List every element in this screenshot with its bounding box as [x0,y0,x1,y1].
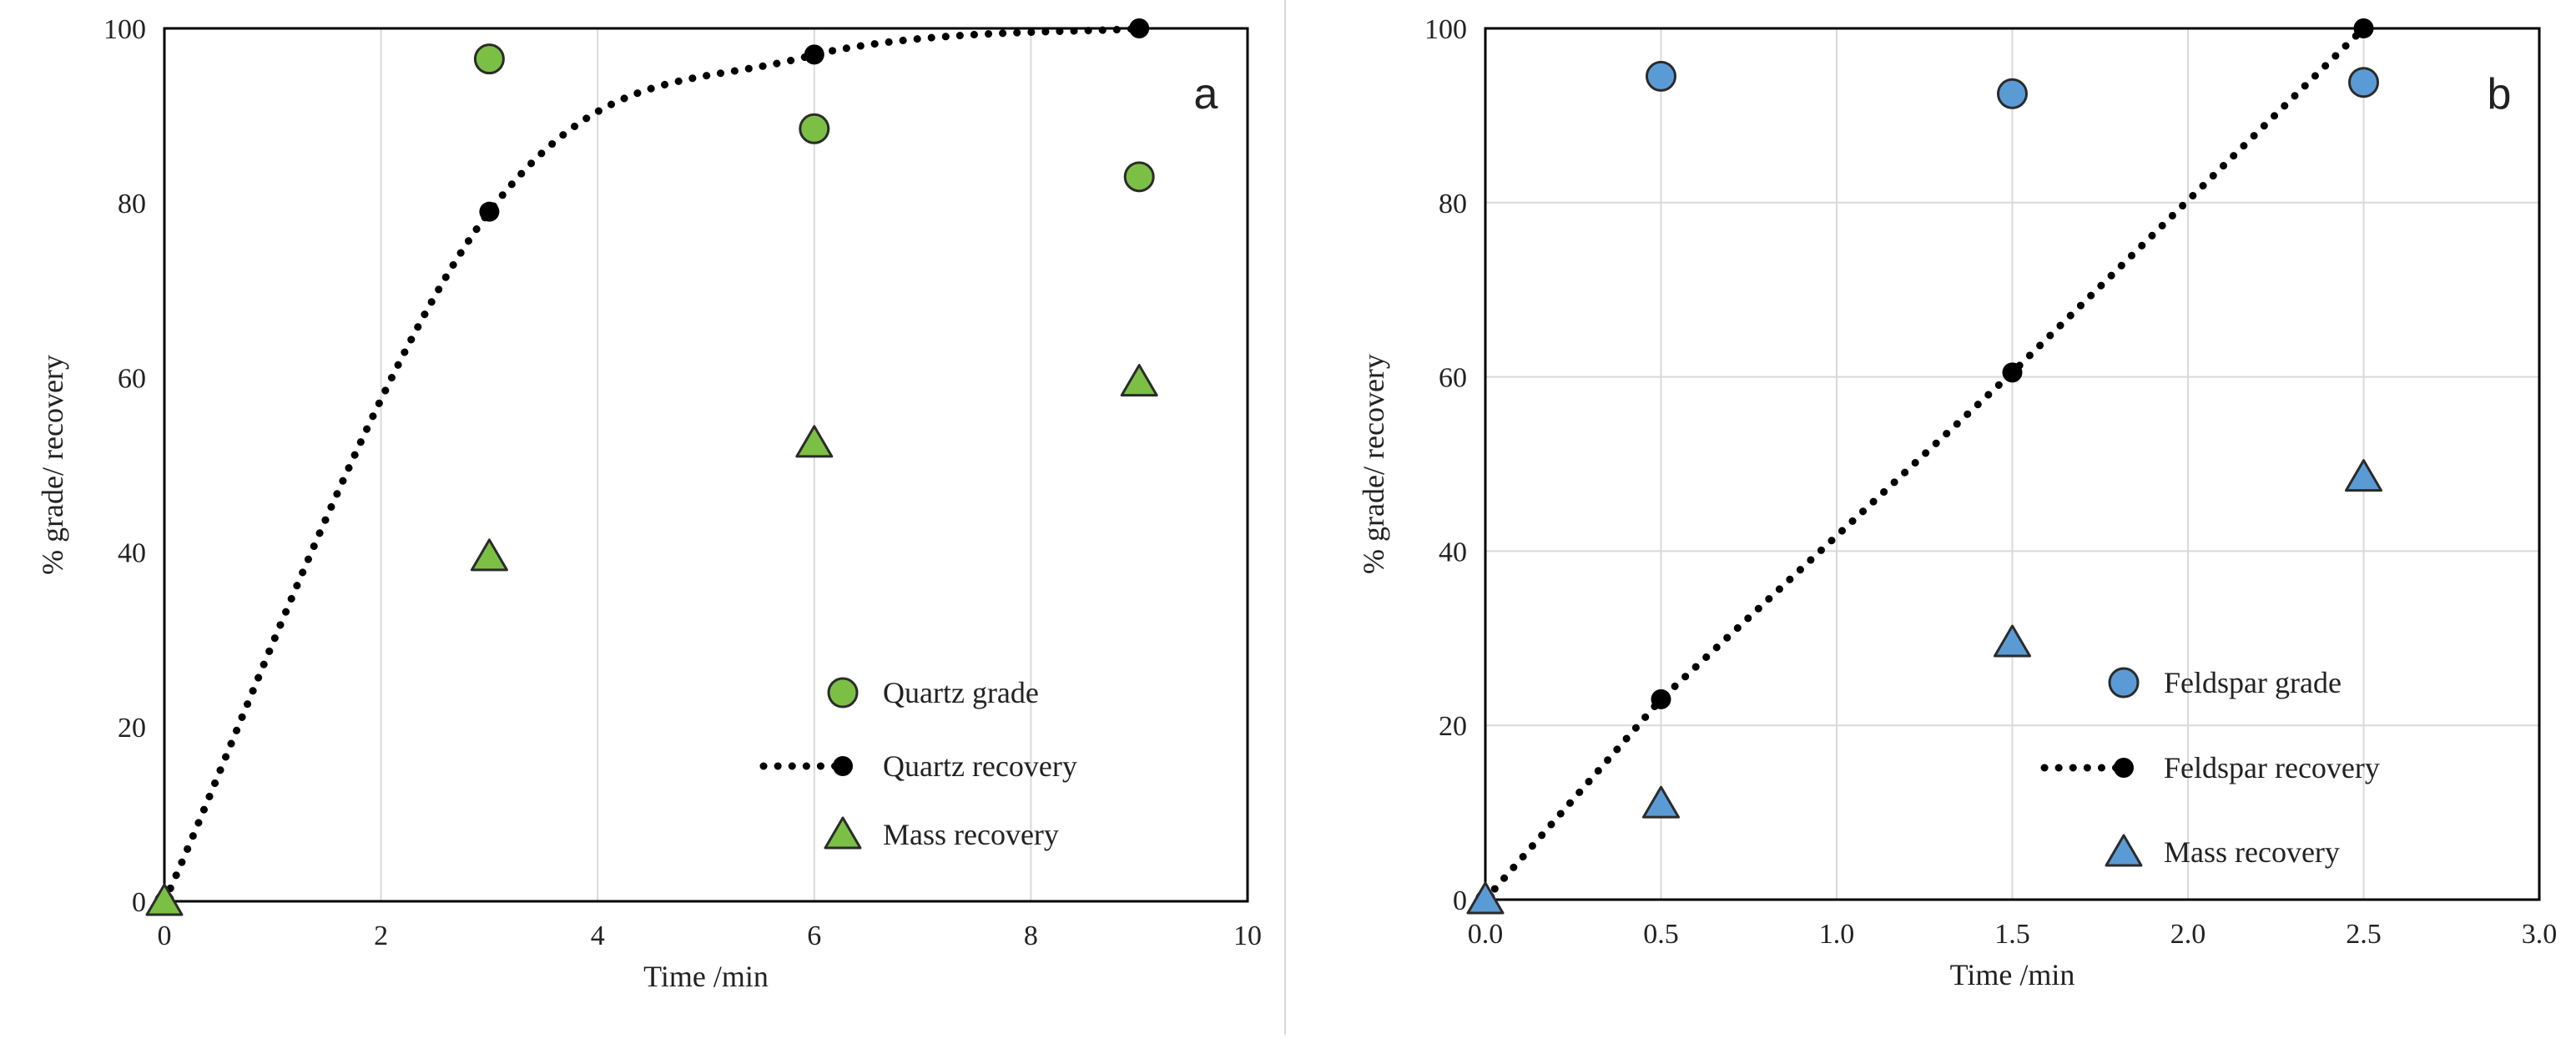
y-tick-label: 100 [1424,14,1467,45]
x-tick-label: 0.0 [1468,919,1504,950]
legend-label: Mass recovery [2164,835,2340,869]
x-tick-label: 0 [158,920,172,951]
y-tick-label: 0 [132,887,146,918]
legend-marker-triangle [824,816,862,850]
chart-panel-b: 0.0 0.5 1.0 1.5 2.0 2.5 3.0 0 20 40 60 80 100 Time /m… [1357,14,2557,991]
data-point-circle [1123,161,1155,193]
legend-label: Quartz grade [883,676,1039,709]
x-axis-title: Time /min [1950,958,2075,991]
legend-marker-circle [827,677,859,709]
data-point-circle [473,43,505,75]
data-point-dot [804,44,824,65]
x-tick-label: 6 [807,920,821,951]
x-tick-label: 1.5 [1994,919,2030,950]
x-tick-label: 2 [374,920,388,951]
legend-marker-triangle [2105,834,2143,867]
x-tick-label: 1.0 [1819,919,1855,950]
legend-label: Mass recovery [883,818,1059,851]
series-quartz-grade [473,43,1155,193]
y-tick-label: 20 [118,713,146,744]
legend-label: Quartz recovery [883,749,1077,783]
data-point-triangle [145,883,184,916]
x-tick-label: 3.0 [2522,919,2558,950]
y-tick-label: 80 [118,189,146,219]
data-point-dot [2353,18,2374,38]
data-point-triangle [1120,364,1158,397]
x-tick-label: 2.5 [2346,919,2382,950]
x-tick-label: 2.0 [2170,919,2206,950]
data-point-triangle [470,538,508,572]
data-point-dot [479,201,500,222]
plot-area-frame [163,27,1249,903]
series-mass-recovery [145,364,1158,916]
legend-marker-dot [833,756,853,776]
legend-marker-circle [2108,667,2140,699]
x-tick-label: 10 [1233,920,1262,951]
y-tick-label: 40 [118,538,146,569]
data-point-triangle [795,425,834,458]
y-tick-label: 60 [118,363,146,394]
x-tick-label: 0.5 [1643,919,1679,950]
series-feldspar-grade [1646,60,2379,109]
y-tick-label: 100 [103,14,146,45]
data-point-circle [2348,67,2379,98]
y-tick-label: 20 [1439,711,1467,742]
data-point-circle [1646,60,1676,92]
data-point-dot [1651,688,1671,709]
y-tick-label: 80 [1439,189,1467,219]
y-tick-label: 60 [1439,363,1467,394]
data-point-dot [2002,362,2023,383]
data-point-triangle [1642,785,1680,819]
legend: Quartz grade Quartz recovery Mass recovery [759,676,1077,851]
data-point-triangle [1994,624,2031,658]
y-axis-title: % grade/ recovery [36,355,69,575]
legend: Feldspar grade Feldspar recovery Mass reco… [2040,666,2380,869]
x-axis-title: Time /min [643,960,769,993]
data-point-triangle [1466,881,1505,915]
x-tick-label: 8 [1024,920,1038,951]
plot-area-frame [1484,27,2541,901]
data-point-triangle [2345,459,2382,492]
data-point-circle [1997,78,2028,109]
series-mass-recovery [1466,459,2382,915]
y-tick-label: 0 [1453,885,1467,916]
data-point-dot [1129,18,1150,38]
data-point-circle [799,113,830,144]
legend-marker-dot [2114,758,2134,778]
panel-letter: a [1194,70,1218,119]
x-tick-label: 4 [591,920,605,951]
legend-label: Feldspar grade [2164,666,2342,699]
y-tick-label: 40 [1439,537,1467,567]
legend-label: Feldspar recovery [2164,751,2380,784]
panel-letter: b [2488,70,2512,119]
y-axis-title: % grade/ recovery [1357,354,1390,574]
series-line-dotted [160,24,1143,905]
